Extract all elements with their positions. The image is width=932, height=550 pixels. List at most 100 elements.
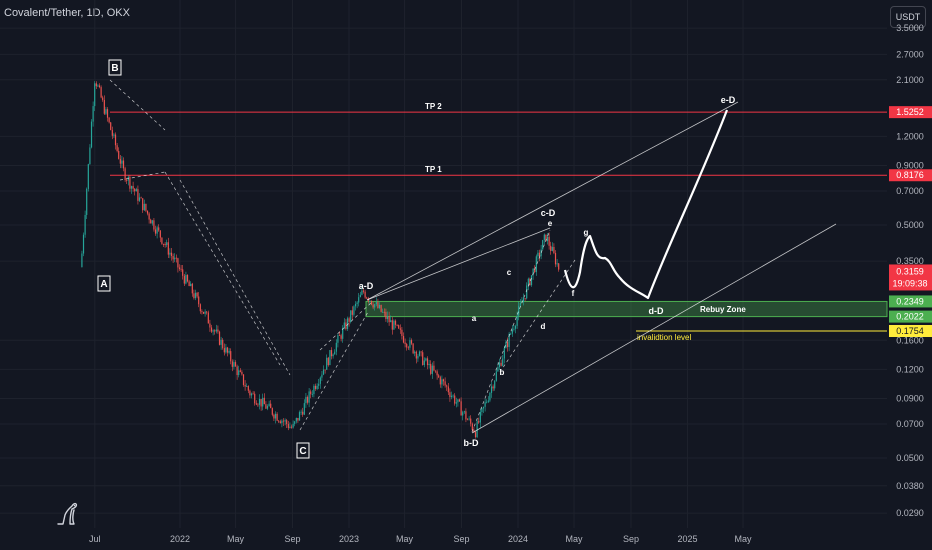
candle-body (465, 411, 467, 420)
candle-body (399, 328, 401, 330)
wave-label-d: d (541, 322, 546, 331)
candle-body (287, 424, 289, 428)
candle-body (329, 350, 331, 366)
y-tick-label: 0.0900 (896, 394, 924, 404)
candle-body (260, 398, 262, 407)
candle-body (298, 412, 301, 421)
y-tick-label: 0.1200 (896, 364, 924, 374)
wave-label-b: b (500, 368, 505, 377)
candle-body (188, 281, 190, 287)
candle-body (417, 355, 419, 359)
candle-body (286, 420, 288, 425)
candle-body (454, 395, 456, 404)
price-label: 0.2022 (896, 312, 924, 322)
candle-body (148, 213, 150, 220)
price-label-badge (889, 169, 932, 182)
candle-body (81, 253, 83, 268)
trend-line (471, 223, 837, 434)
candle-body (348, 318, 350, 322)
wave-label-b: B (111, 63, 118, 74)
candle-body (447, 386, 449, 393)
price-label: 0.1754 (896, 326, 924, 336)
candle-body (444, 381, 446, 386)
candle-body (415, 351, 417, 359)
candle-body (412, 343, 414, 354)
candle-body (351, 310, 353, 315)
candle-body (438, 375, 440, 378)
y-tick-label: 0.5000 (896, 220, 924, 230)
candle-body (212, 330, 214, 332)
wave-label-c: C (299, 446, 306, 457)
candle-body (545, 234, 547, 241)
candle-body (257, 404, 259, 406)
y-tick-label: 0.9000 (896, 161, 924, 171)
channel-line-dashed (499, 259, 576, 373)
candle-body (470, 418, 472, 424)
candle-body (174, 257, 176, 260)
x-tick-label: 2023 (339, 534, 359, 544)
candle-body (458, 399, 461, 402)
x-tick-label: Sep (285, 534, 301, 544)
candle-body (162, 243, 165, 245)
candle-body (246, 386, 248, 387)
candle-body (335, 342, 337, 352)
currency-button[interactable]: USDT (890, 6, 926, 28)
candle-body (546, 236, 549, 241)
candle-body (374, 304, 376, 308)
take-profit-label: TP 1 (425, 165, 442, 174)
candle-body (194, 292, 197, 299)
candle-body (186, 274, 189, 282)
wave-label-e: e (548, 219, 553, 228)
x-tick-label: May (227, 534, 245, 544)
price-label-badge (889, 325, 932, 338)
candle-body (169, 252, 171, 255)
candle-body (434, 370, 437, 372)
candle-body (190, 283, 192, 287)
wave-label-box (108, 59, 122, 76)
candle-body (452, 395, 454, 397)
candle-body (159, 230, 161, 238)
candle-body (359, 294, 361, 298)
candle-body (308, 391, 310, 403)
candle-body (358, 297, 360, 303)
candle-body (297, 417, 299, 421)
candle-body (326, 357, 328, 370)
candle-body (407, 347, 409, 349)
candle-body (428, 363, 430, 366)
candle-body (409, 340, 411, 348)
candle-body (513, 328, 515, 330)
candle-body (105, 109, 107, 114)
candle-body (143, 203, 145, 211)
candle-body (396, 324, 398, 326)
candle-body (284, 420, 286, 422)
tradingview-dino-icon[interactable] (55, 500, 79, 526)
candle-body (313, 385, 315, 395)
candle-body (265, 404, 267, 409)
candle-body (505, 342, 507, 349)
candle-body (386, 316, 389, 319)
candle-body (118, 150, 120, 159)
candle-body (94, 83, 96, 107)
candle-body (100, 87, 102, 98)
candle-body (519, 302, 521, 306)
candle-body (274, 413, 277, 419)
channel-line-dashed (179, 179, 291, 376)
candle-body (110, 122, 112, 131)
candle-body (270, 403, 272, 409)
candle-body (455, 402, 457, 404)
candle-body (183, 275, 185, 284)
candle-body (354, 303, 357, 307)
price-label: 1.5252 (896, 107, 924, 117)
candle-body (231, 361, 233, 367)
candle-body (510, 333, 512, 335)
candle-body (129, 176, 131, 189)
candle-body (556, 263, 558, 265)
candle-body (254, 393, 256, 404)
candle-body (226, 347, 229, 353)
candle-body (479, 412, 481, 423)
candle-body (345, 322, 347, 329)
symbol-title[interactable]: Covalent/Tether, 1D, OKX (4, 7, 130, 19)
candle-body (484, 402, 486, 407)
y-tick-label: 1.2000 (896, 131, 924, 141)
